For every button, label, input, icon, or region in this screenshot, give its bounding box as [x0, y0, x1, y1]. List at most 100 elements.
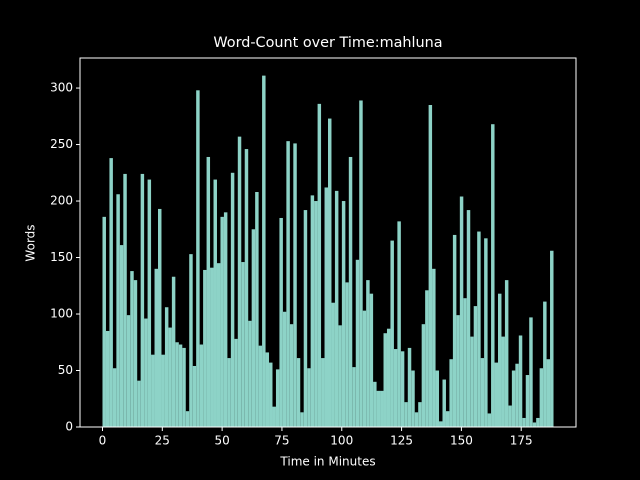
bar	[487, 413, 492, 427]
bar	[459, 196, 464, 427]
bar	[234, 338, 238, 427]
bar	[102, 216, 106, 427]
bar	[501, 336, 505, 427]
bar	[345, 282, 349, 427]
y-tick-label: 0	[65, 420, 73, 434]
bar	[310, 195, 315, 427]
bar	[331, 302, 335, 427]
bar	[452, 234, 457, 427]
bar	[112, 368, 117, 427]
x-tick-label: 175	[510, 434, 533, 448]
bar	[216, 263, 221, 427]
bar	[164, 307, 169, 427]
bar	[220, 216, 224, 427]
bar	[130, 271, 134, 427]
bar	[546, 359, 551, 427]
bar	[442, 379, 446, 427]
bar	[140, 173, 145, 427]
bar	[282, 311, 287, 427]
bar	[119, 245, 124, 427]
bar	[439, 421, 443, 427]
bar	[126, 315, 131, 427]
x-tick-label: 100	[330, 434, 353, 448]
bar	[550, 250, 554, 427]
bar	[189, 254, 193, 427]
bar	[366, 280, 370, 427]
bar	[352, 367, 356, 427]
bar	[480, 358, 485, 427]
bar	[491, 124, 495, 428]
bar	[258, 345, 263, 427]
bar	[275, 369, 280, 427]
bar	[182, 347, 186, 427]
bar	[348, 156, 353, 427]
bar	[314, 201, 318, 427]
x-tick-label: 50	[214, 434, 229, 448]
bar	[116, 194, 120, 427]
bar	[286, 141, 290, 428]
bar	[449, 359, 453, 427]
bar	[213, 179, 217, 427]
bar	[539, 368, 544, 427]
y-tick-label: 50	[58, 363, 73, 377]
bar	[536, 417, 540, 427]
bar	[185, 411, 190, 427]
bar	[393, 349, 398, 427]
bar	[147, 179, 152, 427]
bar	[151, 354, 155, 427]
bar	[303, 210, 308, 427]
bar	[518, 335, 523, 427]
bar	[508, 405, 512, 427]
bar	[477, 231, 481, 427]
bar	[144, 318, 148, 427]
bar	[279, 217, 283, 427]
bar	[317, 103, 322, 427]
bar	[196, 90, 200, 427]
bar	[473, 306, 478, 427]
bar	[390, 240, 394, 427]
bar	[359, 100, 363, 427]
bar	[529, 317, 533, 427]
bar	[296, 358, 301, 427]
bar	[400, 351, 405, 427]
bar	[123, 173, 127, 427]
bar	[199, 344, 204, 427]
bar	[404, 402, 408, 427]
bar	[251, 229, 256, 427]
bar	[456, 315, 460, 427]
bar	[470, 336, 474, 427]
bar	[321, 358, 325, 427]
bar	[386, 328, 391, 427]
bar	[504, 280, 509, 427]
y-tick-label: 300	[50, 81, 73, 95]
bar	[376, 390, 381, 427]
bar	[466, 210, 471, 427]
bar	[428, 105, 433, 427]
bar	[262, 75, 266, 427]
bar	[515, 363, 519, 427]
bar	[227, 358, 231, 427]
bar	[265, 352, 270, 427]
bar	[154, 268, 159, 427]
bar	[338, 325, 342, 427]
y-tick-label: 200	[50, 194, 73, 208]
bar	[334, 190, 339, 427]
bar	[248, 320, 252, 427]
bar	[432, 268, 436, 427]
bar	[411, 370, 415, 427]
x-tick-label: 150	[450, 434, 473, 448]
bar	[532, 422, 537, 427]
bar	[397, 221, 401, 427]
chart-title: Word-Count over Time:mahluna	[213, 35, 442, 51]
bar	[230, 172, 235, 427]
bar	[421, 324, 426, 427]
bar	[223, 212, 228, 427]
x-tick-label: 75	[274, 434, 289, 448]
bar	[158, 208, 162, 427]
bar	[307, 368, 311, 427]
bar	[255, 191, 259, 427]
x-tick-label: 0	[99, 434, 107, 448]
bar	[425, 290, 429, 427]
